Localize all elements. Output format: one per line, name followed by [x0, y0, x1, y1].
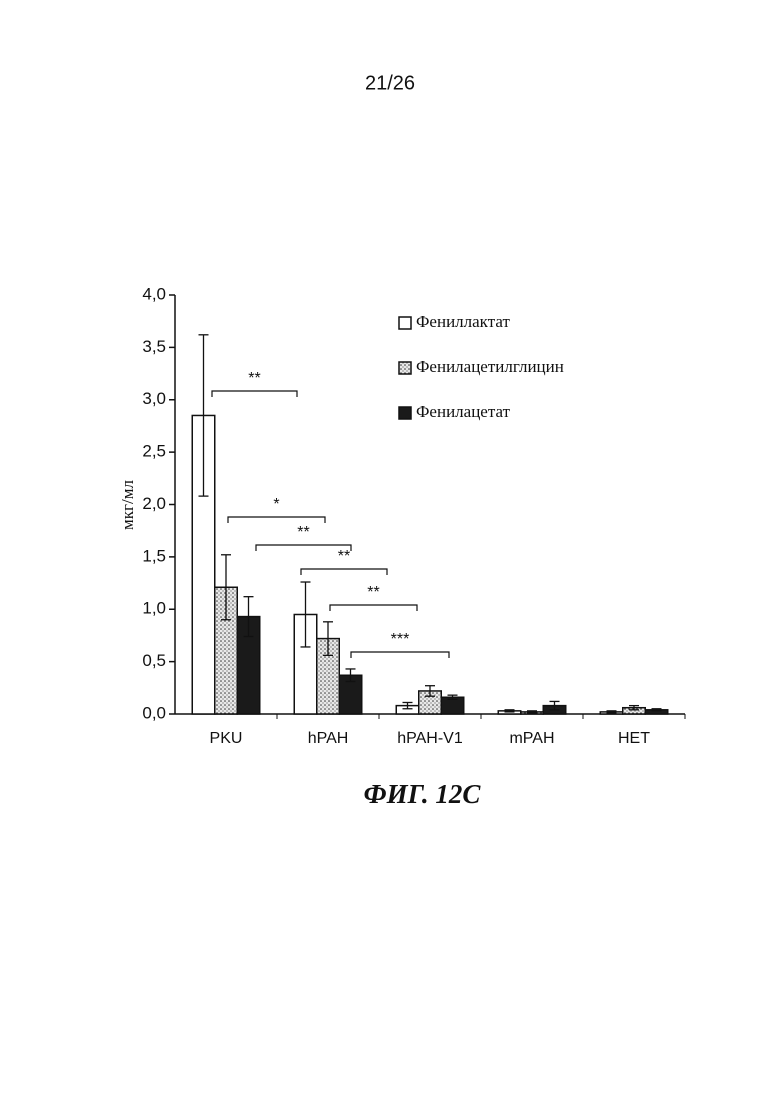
significance-bracket [228, 517, 325, 523]
y-axis-label: мкг/мл [118, 480, 137, 530]
x-tick-label: HET [618, 730, 650, 747]
figure-caption: ФИГ. 12C [364, 779, 482, 809]
x-tick-label: mPAH [509, 730, 554, 747]
y-tick-label: 1,0 [142, 599, 166, 618]
significance-label: * [273, 496, 279, 513]
y-tick-label: 3,0 [142, 389, 166, 408]
y-tick-label: 2,0 [142, 494, 166, 513]
significance-bracket [330, 605, 417, 611]
significance-label: ** [338, 548, 350, 565]
legend-label: Фениллактат [416, 312, 510, 331]
y-tick-label: 0,5 [142, 651, 166, 670]
legend-swatch [399, 362, 411, 374]
significance-bracket [256, 545, 351, 551]
y-tick-label: 0,0 [142, 703, 166, 722]
x-tick-label: hPAH-V1 [397, 730, 463, 747]
x-tick-label: hPAH [308, 730, 349, 747]
legend-label: Фенилацетилглицин [416, 357, 564, 376]
significance-bracket [351, 652, 449, 658]
x-tick-label: PKU [210, 730, 243, 747]
legend-swatch [399, 317, 411, 329]
significance-label: ** [367, 584, 379, 601]
y-tick-label: 4,0 [142, 284, 166, 303]
significance-bracket [301, 569, 387, 575]
significance-label: ** [248, 370, 260, 387]
significance-label: *** [391, 631, 410, 648]
page: 21/26 мкг/мл ФИГ. 12C 0,0 0,5 1,0 1,5 2,0 2,5… [0, 0, 780, 1103]
legend-label: Фенилацетат [416, 402, 511, 421]
legend-swatch [399, 407, 411, 419]
y-tick-label: 2,5 [142, 442, 166, 461]
significance-bracket [212, 391, 297, 397]
y-tick-label: 3,5 [142, 337, 166, 356]
y-tick-label: 1,5 [142, 546, 166, 565]
significance-label: ** [297, 524, 309, 541]
page-number: 21/26 [365, 72, 415, 94]
